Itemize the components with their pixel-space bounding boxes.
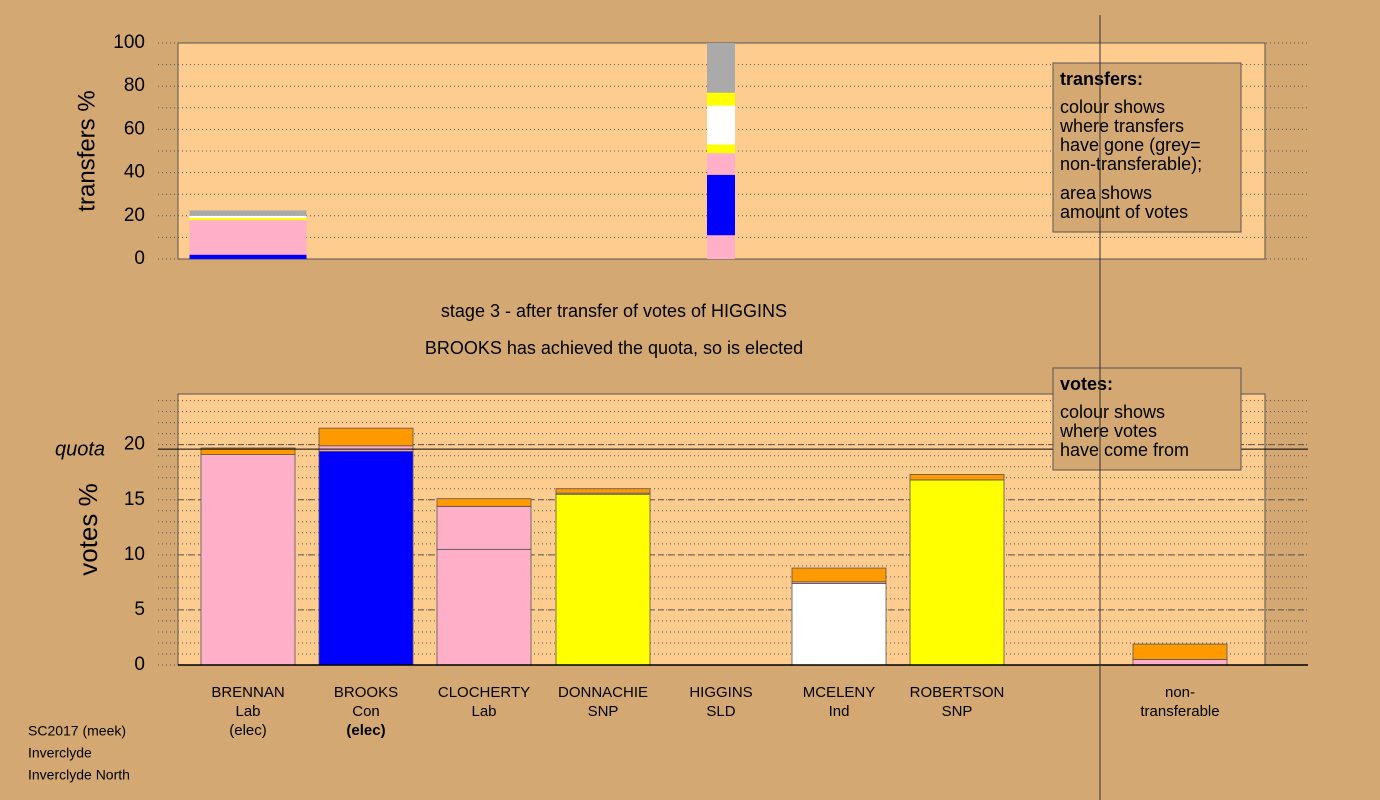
- legend-title: transfers:: [1060, 69, 1143, 89]
- bar-segment: [791, 567, 887, 583]
- quota-label: quota: [55, 438, 105, 460]
- stage-subtitle: BROOKS has achieved the quota, so is ele…: [425, 338, 803, 358]
- legend-text: where transfers: [1059, 116, 1184, 136]
- legend-box: [1052, 62, 1242, 233]
- bar-segment: [707, 92, 735, 106]
- y-axis-label: votes %: [73, 483, 103, 576]
- bar-segment: [189, 254, 307, 259]
- legend-text: colour shows: [1060, 97, 1165, 117]
- bar-segment: [707, 43, 735, 93]
- stage-title: stage 3 - after transfer of votes of HIG…: [441, 301, 787, 321]
- column-label: MCELENY: [803, 684, 876, 701]
- bar-segment: [555, 488, 651, 494]
- bar-segment: [909, 479, 1005, 666]
- bar-segment: [200, 447, 296, 455]
- bar-segment: [436, 548, 532, 666]
- column-label: CLOCHERTY: [438, 684, 530, 701]
- bar-segment: [189, 217, 307, 221]
- bar-segment: [318, 450, 414, 666]
- column-label: HIGGINS: [689, 684, 752, 701]
- footer: Inverclyde: [28, 745, 92, 761]
- bar-segment: [318, 427, 414, 447]
- column-label: SNP: [942, 703, 973, 720]
- column-label: ROBERTSON: [910, 684, 1005, 701]
- legend-text: have gone (grey=: [1060, 135, 1201, 155]
- y-tick-label: 20: [124, 434, 145, 455]
- bar-segment: [189, 215, 307, 218]
- column-label: non-: [1165, 684, 1195, 701]
- column-label: Ind: [829, 703, 850, 720]
- legend-text: amount of votes: [1060, 202, 1188, 222]
- bar-segment: [707, 144, 735, 154]
- y-tick-label: 5: [134, 599, 145, 620]
- bar-segment: [791, 583, 887, 666]
- y-tick-label: 60: [124, 118, 145, 139]
- y-tick-label: 10: [124, 544, 145, 565]
- y-tick-label: 15: [124, 489, 145, 510]
- legend-text: colour shows: [1060, 402, 1165, 422]
- bar-segment: [555, 493, 651, 666]
- bar-segment: [189, 220, 307, 255]
- column-label: SLD: [706, 703, 735, 720]
- column-label: Lab: [471, 703, 496, 720]
- column-label: DONNACHIE: [558, 684, 648, 701]
- legend-text: non-transferable);: [1060, 154, 1202, 174]
- bar-segment: [1132, 643, 1228, 660]
- y-tick-label: 40: [124, 162, 145, 183]
- legend-title: votes:: [1060, 374, 1113, 394]
- bar-segment: [909, 474, 1005, 481]
- bar-segment: [318, 445, 414, 452]
- y-tick-label: 0: [134, 654, 145, 675]
- y-tick-label: 0: [134, 248, 145, 269]
- legend-box: [1052, 367, 1242, 471]
- y-tick-label: 100: [113, 32, 145, 53]
- column-label: SNP: [588, 703, 619, 720]
- legend-text: where votes: [1059, 421, 1157, 441]
- bar-segment: [707, 174, 735, 236]
- column-label: Con: [352, 703, 380, 720]
- bar-segment: [707, 105, 735, 145]
- bar-segment: [189, 210, 307, 216]
- y-axis-label: transfers %: [73, 90, 100, 211]
- legend-text: have come from: [1060, 440, 1189, 460]
- column-label: (elec): [346, 722, 385, 739]
- footer: Inverclyde North: [28, 767, 130, 783]
- y-tick-label: 20: [124, 205, 145, 226]
- column-label: BROOKS: [334, 684, 398, 701]
- column-label: (elec): [229, 722, 267, 739]
- bar-segment: [707, 235, 735, 259]
- bar-segment: [707, 153, 735, 175]
- bar-segment: [436, 498, 532, 507]
- y-tick-label: 80: [124, 75, 145, 96]
- bar-segment: [200, 454, 296, 666]
- legend-text: area shows: [1060, 183, 1152, 203]
- column-label: BRENNAN: [211, 684, 284, 701]
- footer: SC2017 (meek): [28, 723, 126, 739]
- column-label: transferable: [1140, 703, 1219, 720]
- column-label: Lab: [235, 703, 260, 720]
- bar-segment: [436, 505, 532, 550]
- bar-segment: [1132, 659, 1228, 666]
